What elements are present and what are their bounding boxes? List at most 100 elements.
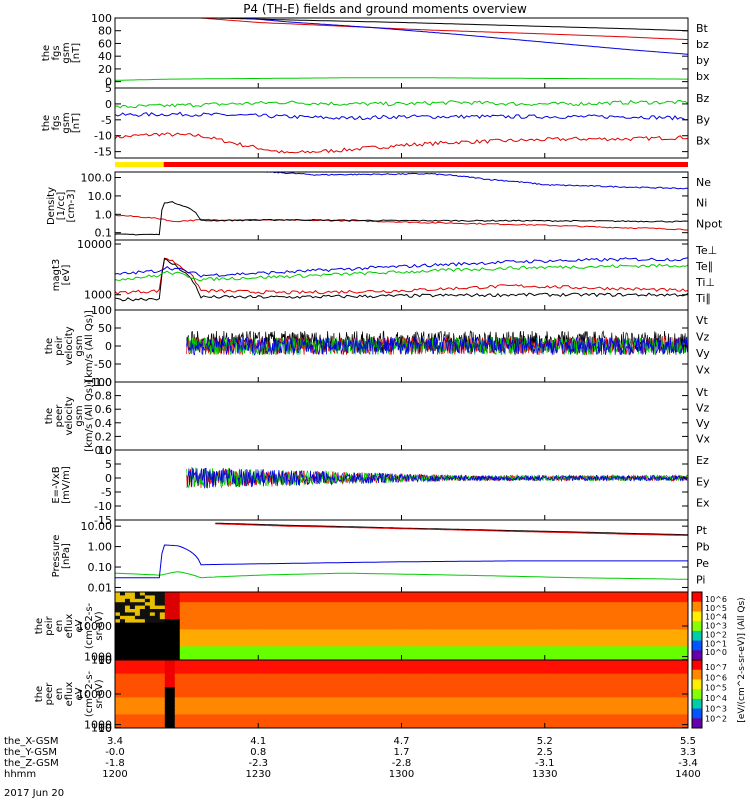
spectrogram-cell — [179, 646, 186, 651]
spectrogram-cell — [598, 612, 604, 617]
spectrogram-cell — [324, 717, 330, 722]
spectrogram-cell — [638, 615, 644, 620]
spectrogram-cell — [458, 598, 465, 603]
spectrogram-cell — [643, 711, 649, 715]
spectrogram-cell — [543, 609, 550, 613]
spectrogram-cell — [503, 602, 510, 607]
spectrogram-cell — [334, 602, 340, 607]
spectrogram-cell — [259, 632, 266, 637]
spectrogram-cell — [279, 670, 286, 675]
spectrogram-cell — [284, 622, 290, 627]
spectrogram-cell — [503, 660, 510, 664]
spectrogram-cell — [389, 656, 395, 660]
spectrogram-cell — [583, 643, 589, 647]
spectrogram-cell — [588, 619, 594, 624]
spectrogram-cell — [403, 653, 410, 658]
spectrogram-cell — [598, 653, 604, 658]
spectrogram-cell — [369, 615, 375, 620]
spectrogram-cell — [304, 663, 310, 668]
spectrogram-cell — [663, 639, 669, 644]
spectrogram-cell — [374, 677, 380, 681]
spectrogram-cell — [658, 592, 664, 596]
spectrogram-cell — [483, 602, 490, 607]
spectrogram-cell — [174, 673, 181, 678]
spectrogram-cell — [583, 605, 589, 610]
spectrogram-cell — [683, 714, 688, 719]
spectrogram-cell — [473, 615, 480, 620]
spectrogram-cell — [483, 595, 490, 600]
spectrogram-cell — [558, 609, 565, 613]
spectrogram-cell — [174, 643, 181, 647]
spectrogram-cell — [423, 639, 430, 644]
y-tick-label: 0 — [105, 472, 112, 485]
spectrogram-cell — [593, 717, 599, 722]
spectrogram-cell — [568, 656, 574, 660]
spectrogram-cell — [403, 636, 410, 641]
spectrogram-cell — [349, 629, 355, 634]
spectrogram-cell — [593, 615, 599, 620]
spectrogram-cell — [668, 697, 674, 702]
spectrogram-cell — [124, 626, 131, 630]
spectrogram-cell — [653, 697, 659, 702]
spectrogram-cell — [583, 609, 589, 613]
spectrogram-cell — [184, 700, 191, 705]
spectrogram-cell — [478, 694, 485, 698]
spectrogram-cell — [633, 643, 639, 647]
spectrogram-cell — [443, 619, 450, 624]
spectrogram-cell — [289, 677, 295, 681]
spectrogram-cell — [399, 619, 405, 624]
spectrogram-cell — [598, 721, 604, 726]
spectrogram-cell — [603, 694, 609, 698]
spectrogram-cell — [264, 724, 271, 728]
spectrogram-cell — [598, 666, 604, 671]
spectrogram-cell — [683, 612, 688, 617]
spectrogram-cell — [129, 622, 136, 627]
spectrogram-cell — [588, 595, 594, 600]
spectrogram-cell — [204, 690, 211, 695]
x-row-value: 5.2 — [537, 736, 553, 747]
spectrogram-cell — [379, 687, 385, 692]
spectrogram-cell — [289, 649, 295, 654]
spectrogram-cell — [523, 680, 530, 685]
spectrogram-cell — [588, 690, 594, 695]
spectrogram-cell — [533, 639, 540, 644]
spectrogram-cell — [538, 626, 545, 630]
spectrogram-cell — [538, 707, 545, 712]
spectrogram-cell — [648, 646, 654, 651]
y-axis-label: Density [1/cc] [cm-3] — [46, 187, 77, 225]
spectrogram-cell — [124, 677, 131, 681]
spectrogram-cell — [408, 663, 415, 668]
spectrogram-cell — [169, 639, 176, 644]
spectrogram-cell — [533, 673, 540, 678]
spectrogram-cell — [184, 666, 191, 671]
spectrogram-cell — [673, 595, 679, 600]
legend-Ey: Ey — [696, 475, 710, 488]
spectrogram-cell — [593, 660, 599, 664]
series-bx — [243, 18, 688, 55]
spectrogram-cell — [364, 636, 370, 641]
spectrogram-cell — [204, 721, 211, 726]
spectrogram-cell — [339, 683, 345, 688]
spectrogram-cell — [558, 629, 565, 634]
spectrogram-cell — [413, 687, 420, 692]
spectrogram-cell — [633, 605, 639, 610]
spectrogram-cell — [209, 615, 216, 620]
spectrogram-cell — [399, 649, 405, 654]
spectrogram-cell — [583, 622, 589, 627]
spectrogram-cell — [284, 636, 290, 641]
spectrogram-cell — [269, 598, 276, 603]
spectrogram-cell — [234, 714, 241, 719]
y-axis-label-line: the — [44, 408, 55, 424]
spectrogram-cell — [129, 711, 136, 715]
legend-Vt: Vt — [696, 314, 709, 327]
spectrogram-cell — [453, 595, 460, 600]
spectrogram-cell — [374, 609, 380, 613]
spectrogram-cell — [513, 704, 520, 709]
spectrogram-cell — [418, 649, 425, 654]
spectrogram-cell — [199, 666, 206, 671]
spectrogram-cell — [139, 721, 146, 726]
spectrogram-cell — [593, 619, 599, 624]
spectrogram-cell — [389, 673, 395, 678]
spectrogram-cell — [608, 680, 614, 685]
spectrogram-cell — [533, 704, 540, 709]
